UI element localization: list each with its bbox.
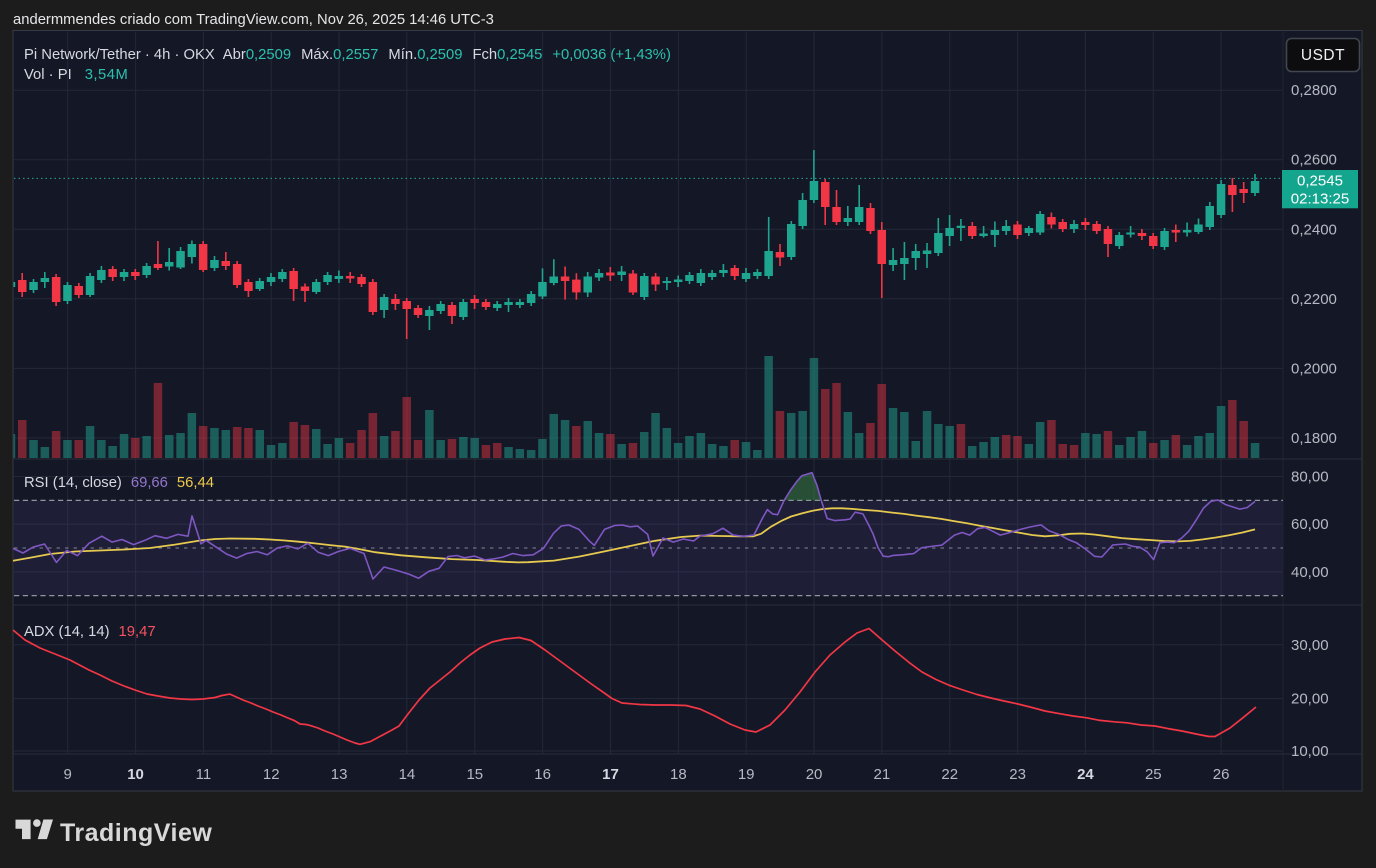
svg-text:17: 17 (602, 766, 619, 783)
svg-text:23: 23 (1009, 766, 1026, 783)
svg-text:ADX (14, 14)19,47: ADX (14, 14) 19,47 (24, 624, 156, 640)
svg-text:80,00: 80,00 (1291, 469, 1329, 486)
svg-text:13: 13 (331, 766, 348, 783)
svg-text:0,1800: 0,1800 (1291, 430, 1337, 447)
svg-text:0,2200: 0,2200 (1291, 291, 1337, 308)
svg-text:0,2800: 0,2800 (1291, 82, 1337, 99)
svg-text:10,00: 10,00 (1291, 743, 1329, 760)
svg-text:0,2600: 0,2600 (1291, 152, 1337, 169)
svg-text:15: 15 (466, 766, 483, 783)
svg-text:60,00: 60,00 (1291, 516, 1329, 533)
svg-text:40,00: 40,00 (1291, 564, 1329, 581)
svg-text:11: 11 (196, 766, 212, 783)
svg-text:0,2000: 0,2000 (1291, 360, 1337, 377)
svg-text:16: 16 (534, 766, 551, 783)
svg-text:24: 24 (1077, 766, 1094, 783)
svg-text:02:13:25: 02:13:25 (1291, 191, 1349, 208)
svg-text:21: 21 (874, 766, 891, 783)
svg-text:19: 19 (738, 766, 755, 783)
svg-text:andermmendes criado com Tradin: andermmendes criado com TradingView.com,… (13, 12, 494, 28)
svg-text:0,2400: 0,2400 (1291, 221, 1337, 238)
svg-text:20: 20 (806, 766, 823, 783)
svg-text:14: 14 (399, 766, 416, 783)
svg-text:18: 18 (670, 766, 687, 783)
svg-text:10: 10 (127, 766, 144, 783)
svg-text:9: 9 (64, 766, 72, 783)
svg-text:20,00: 20,00 (1291, 691, 1329, 708)
svg-text:0,2545: 0,2545 (1297, 173, 1343, 190)
svg-text:22: 22 (941, 766, 958, 783)
svg-text:30,00: 30,00 (1291, 637, 1329, 654)
svg-text:USDT: USDT (1301, 47, 1345, 64)
svg-text:12: 12 (263, 766, 280, 783)
svg-text:TradingView: TradingView (60, 819, 212, 847)
svg-text:25: 25 (1145, 766, 1162, 783)
svg-text:26: 26 (1213, 766, 1230, 783)
